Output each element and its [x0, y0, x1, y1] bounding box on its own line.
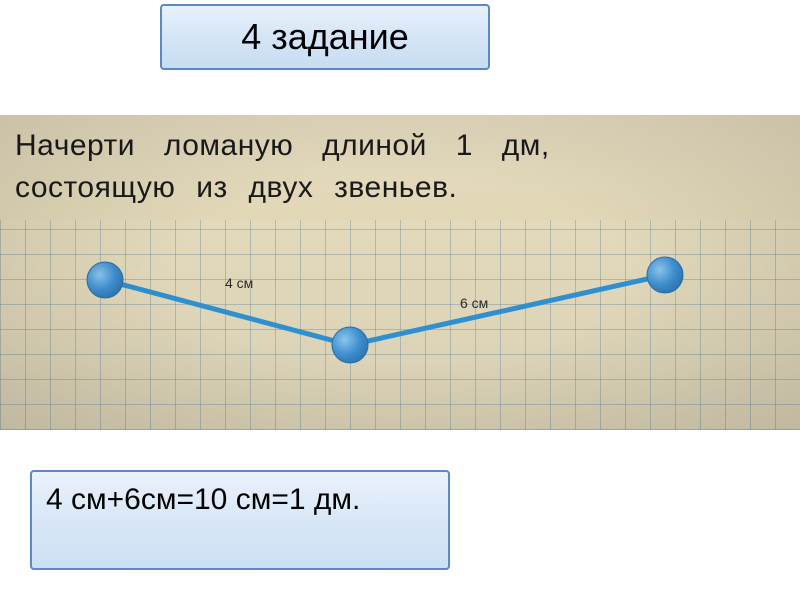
- segment-label-1: 4 см: [225, 275, 253, 291]
- problem-line-1: Начерти ломаную длиной 1 дм,: [15, 125, 785, 167]
- answer-box: 4 см+6см=10 см=1 дм.: [30, 470, 450, 570]
- polyline-diagram: [0, 220, 800, 430]
- problem-area: Начерти ломаную длиной 1 дм, состоящую и…: [0, 115, 800, 430]
- answer-text: 4 см+6см=10 см=1 дм.: [46, 483, 360, 516]
- segment-label-2: 6 см: [460, 295, 488, 311]
- problem-line-2: состоящую из двух звеньев.: [15, 167, 785, 209]
- title-box: 4 задание: [160, 4, 490, 70]
- problem-text: Начерти ломаную длиной 1 дм, состоящую и…: [15, 125, 785, 209]
- polyline-path: [105, 275, 665, 345]
- polyline-node: [647, 257, 683, 293]
- polyline-node: [87, 262, 123, 298]
- polyline-node: [332, 327, 368, 363]
- title-text: 4 задание: [241, 16, 409, 58]
